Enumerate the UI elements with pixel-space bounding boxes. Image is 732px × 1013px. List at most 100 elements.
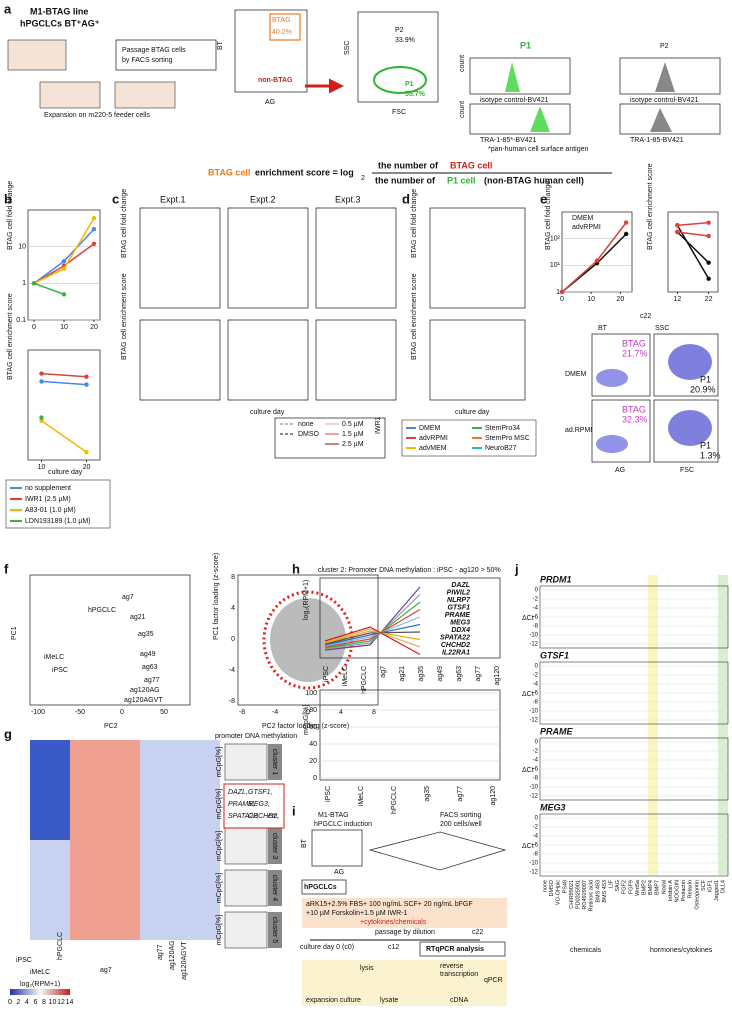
point (84, 450, 88, 454)
label: culture day (48, 469, 83, 476)
x-tick-label: ag63 (456, 666, 463, 682)
label: SSC (344, 41, 351, 55)
methylation-plot (225, 744, 267, 780)
point (92, 242, 96, 246)
x-tick-label: 10 (60, 324, 68, 331)
x-tick-label: 20 (90, 324, 98, 331)
y-tick-label: -8 (229, 698, 235, 705)
y-tick-label: 0 (535, 816, 539, 822)
condition-label: Relaxin (688, 880, 694, 898)
label: isotype control-BV421 (630, 97, 699, 104)
point (624, 220, 628, 224)
label: AG (265, 99, 275, 106)
shape (374, 67, 426, 93)
y-tick-label: 20 (309, 758, 317, 765)
y-tick-label: -4 (533, 606, 539, 612)
legend-label: no supplement (25, 485, 71, 492)
y-tick-label: 10² (550, 236, 561, 243)
label: iPSC (16, 957, 32, 964)
label: aRK15+2.5% FBS+ 100 ng/mL SCF+ 20 ng/mL … (306, 901, 473, 908)
condition-label: FGF2 (622, 880, 628, 894)
label: P1 (700, 440, 711, 450)
scale-tick: 10 (49, 999, 57, 1006)
condition-label: BMP7 (655, 880, 661, 895)
gene-name: MEG3 (540, 802, 566, 812)
label: hPGCLC (57, 932, 64, 960)
label: BT (598, 325, 608, 332)
label: 20.9% (690, 384, 716, 394)
condition-label: Jagged1 (714, 880, 720, 901)
condition-label: Osteopontin (694, 880, 700, 910)
axis-label: mCpG[%] (216, 873, 223, 903)
point (39, 415, 43, 419)
label: BTAG cell fold change (121, 189, 128, 258)
y-tick-label: -2 (533, 673, 539, 679)
label: lysate (380, 997, 398, 1004)
label: lysis (360, 965, 374, 972)
label: P1 (520, 40, 531, 50)
axis-label: mCpG[%] (216, 915, 223, 945)
label: +cytokines/chemicals (360, 919, 427, 926)
shape (358, 12, 438, 102)
legend-label: advRPMI (572, 224, 601, 231)
y-tick-label: -10 (529, 709, 538, 715)
label: BTAG cell enrichment score (7, 293, 14, 380)
condition-label: DMSO (549, 879, 555, 896)
condition-label: CHIR99021 (569, 880, 575, 909)
label: IWR1 (375, 416, 382, 434)
gene-name: PRAME (540, 726, 573, 736)
shape (70, 740, 140, 940)
shape (30, 740, 70, 840)
gene-name: SPATA22 (440, 634, 470, 641)
shape (140, 208, 220, 308)
y-tick-label: -12 (529, 870, 538, 876)
label: h (292, 561, 300, 576)
axis-label: mCpG[%] (216, 831, 223, 861)
label: ag77 (157, 944, 164, 960)
label: P1 cell (447, 175, 476, 185)
label: (non-BTAG human cell) (484, 175, 584, 185)
condition-label: PS48 (562, 880, 568, 893)
label: hormones/cytokines (650, 947, 713, 954)
label: i (292, 803, 296, 818)
label: culture day (455, 409, 490, 416)
x-tick-label: iPSC (325, 786, 332, 802)
shape (430, 320, 525, 400)
y-tick-label: -6 (533, 843, 539, 849)
label: P1 (405, 81, 414, 88)
x-tick-label: ag35 (424, 786, 431, 802)
label: hPGCLCs (304, 884, 337, 891)
point (39, 371, 43, 375)
x-tick-label: ag120 (490, 786, 497, 806)
label: count (459, 55, 466, 72)
gene-name: GTSF1 (447, 604, 470, 611)
x-tick-label: 10 (38, 464, 46, 471)
label: BTAG (622, 404, 646, 414)
point (92, 227, 96, 231)
point (675, 223, 679, 227)
label: Expt.3 (335, 194, 361, 204)
label: Expt.2 (250, 194, 276, 204)
cluster-label: cluster 4 (271, 875, 278, 902)
label: BTAG cell fold change (7, 181, 14, 250)
label: ag35 (138, 631, 154, 638)
label: *pan-human cell surface antigen (488, 146, 589, 153)
point (62, 259, 66, 263)
label: c12 (388, 944, 399, 951)
legend-label: advMEM (419, 445, 447, 452)
y-tick-label: -10 (529, 785, 538, 791)
label: P2 (660, 43, 669, 50)
y-tick-label: 10 (18, 244, 26, 251)
shape (430, 208, 525, 308)
condition-label: RO4929097 (582, 880, 588, 910)
y-tick-label: -12 (529, 794, 538, 800)
label: 1.5 µM (342, 431, 364, 438)
condition-label: Wnt5a (635, 879, 641, 896)
series-line (677, 232, 708, 263)
label: none (298, 421, 314, 428)
y-tick-label: -2 (533, 749, 539, 755)
label: 200 cells/well (440, 821, 482, 828)
gene-name: GTSF1, (248, 789, 273, 796)
